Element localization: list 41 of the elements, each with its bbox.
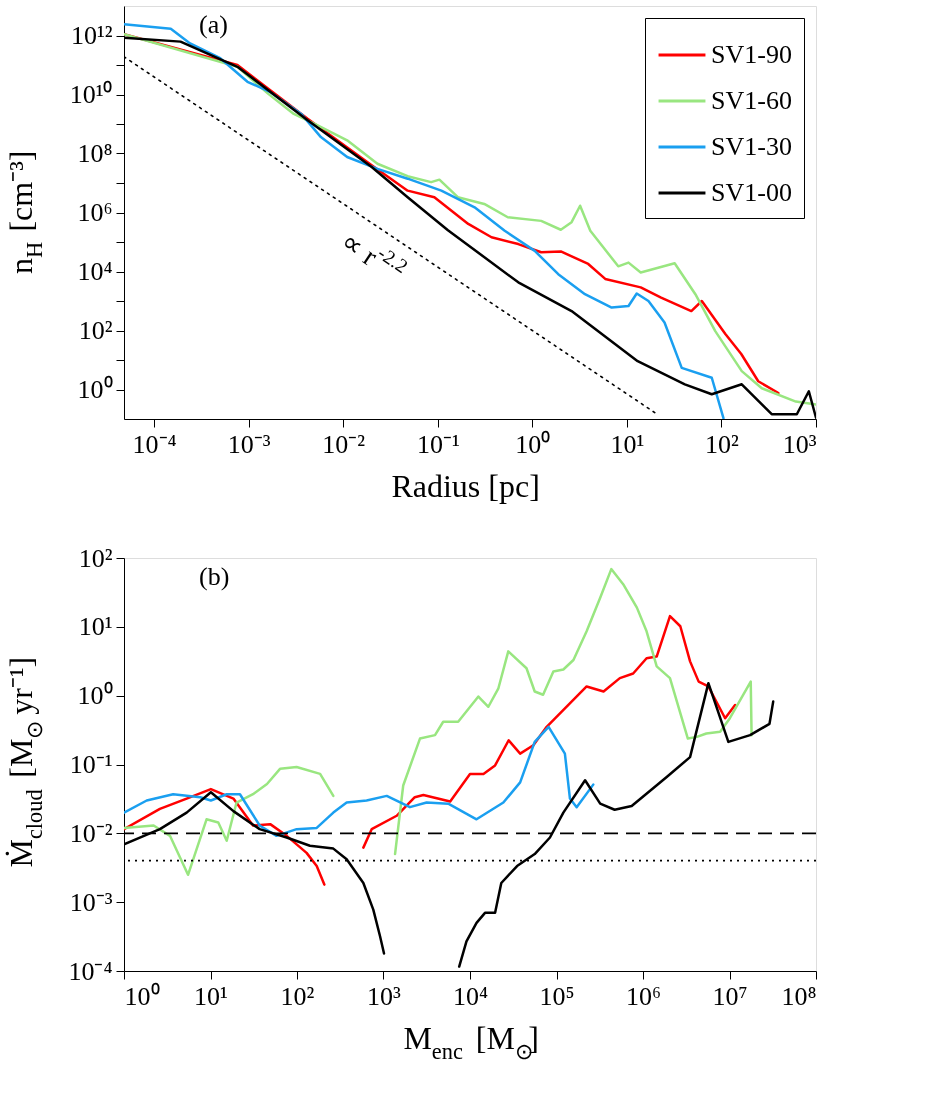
legend-label: SV1-30 — [711, 132, 792, 161]
y-tick-label: 10⁻⁴ — [68, 956, 113, 986]
x-tick-label: 10³ — [367, 981, 402, 1011]
y-tick-label: 10⁴ — [77, 257, 113, 286]
x-tick-label: 10² — [280, 981, 315, 1011]
y-tick-label: 10¹² — [70, 21, 113, 50]
annotation: (b) — [199, 562, 230, 591]
x-tick-label: 10⁻² — [322, 429, 366, 459]
x-tick-label: 10⁵ — [539, 981, 575, 1011]
y-tick-label: 10⁸ — [77, 139, 113, 168]
x-tick-label: 10¹ — [610, 429, 645, 459]
x-tick-label: 10² — [705, 429, 740, 459]
x-tick-label: 10⁶ — [625, 981, 662, 1011]
y-tick-label: 10² — [78, 543, 113, 573]
x-tick-label: 10⁸ — [781, 981, 817, 1011]
y-tick-label: 10⁻³ — [69, 887, 113, 917]
y-tick-label: 10⁰ — [77, 681, 113, 711]
annotation: (a) — [199, 10, 228, 39]
y-tick-label: 10² — [78, 316, 113, 345]
y-tick-label: 10⁰ — [77, 375, 113, 404]
legend-label: SV1-90 — [711, 40, 792, 69]
x-tick-label: 10⁷ — [712, 981, 748, 1011]
x-tick-label: 10⁰ — [124, 981, 160, 1011]
y-tick-label: 10⁻¹ — [69, 750, 113, 779]
x-tick-label: 10⁻¹ — [416, 429, 460, 459]
y-tick-label: 10¹ — [78, 612, 113, 642]
x-tick-label: 10⁴ — [452, 981, 489, 1011]
legend-label: SV1-60 — [711, 86, 792, 115]
y-tick-label: 10¹⁰ — [69, 80, 113, 109]
x-tick-label: 10¹ — [194, 981, 228, 1011]
x-axis-title: Radius [pc] — [391, 468, 540, 504]
annotation: ∝ r-2.2 — [335, 225, 412, 277]
x-tick-label: 10⁻³ — [227, 429, 271, 459]
y-axis-title: nH [cm⁻³] — [3, 150, 47, 275]
x-tick-label: 10³ — [782, 429, 817, 459]
y-tick-label: 10⁶ — [77, 198, 113, 227]
legend-label: SV1-00 — [711, 178, 792, 207]
y-tick-label: 10⁻² — [69, 818, 113, 848]
x-tick-label: 10⁰ — [515, 429, 551, 459]
y-axis-title: Ṁcloud [M⊙ yr⁻¹] — [3, 656, 47, 868]
x-tick-label: 10⁻⁴ — [132, 429, 177, 459]
